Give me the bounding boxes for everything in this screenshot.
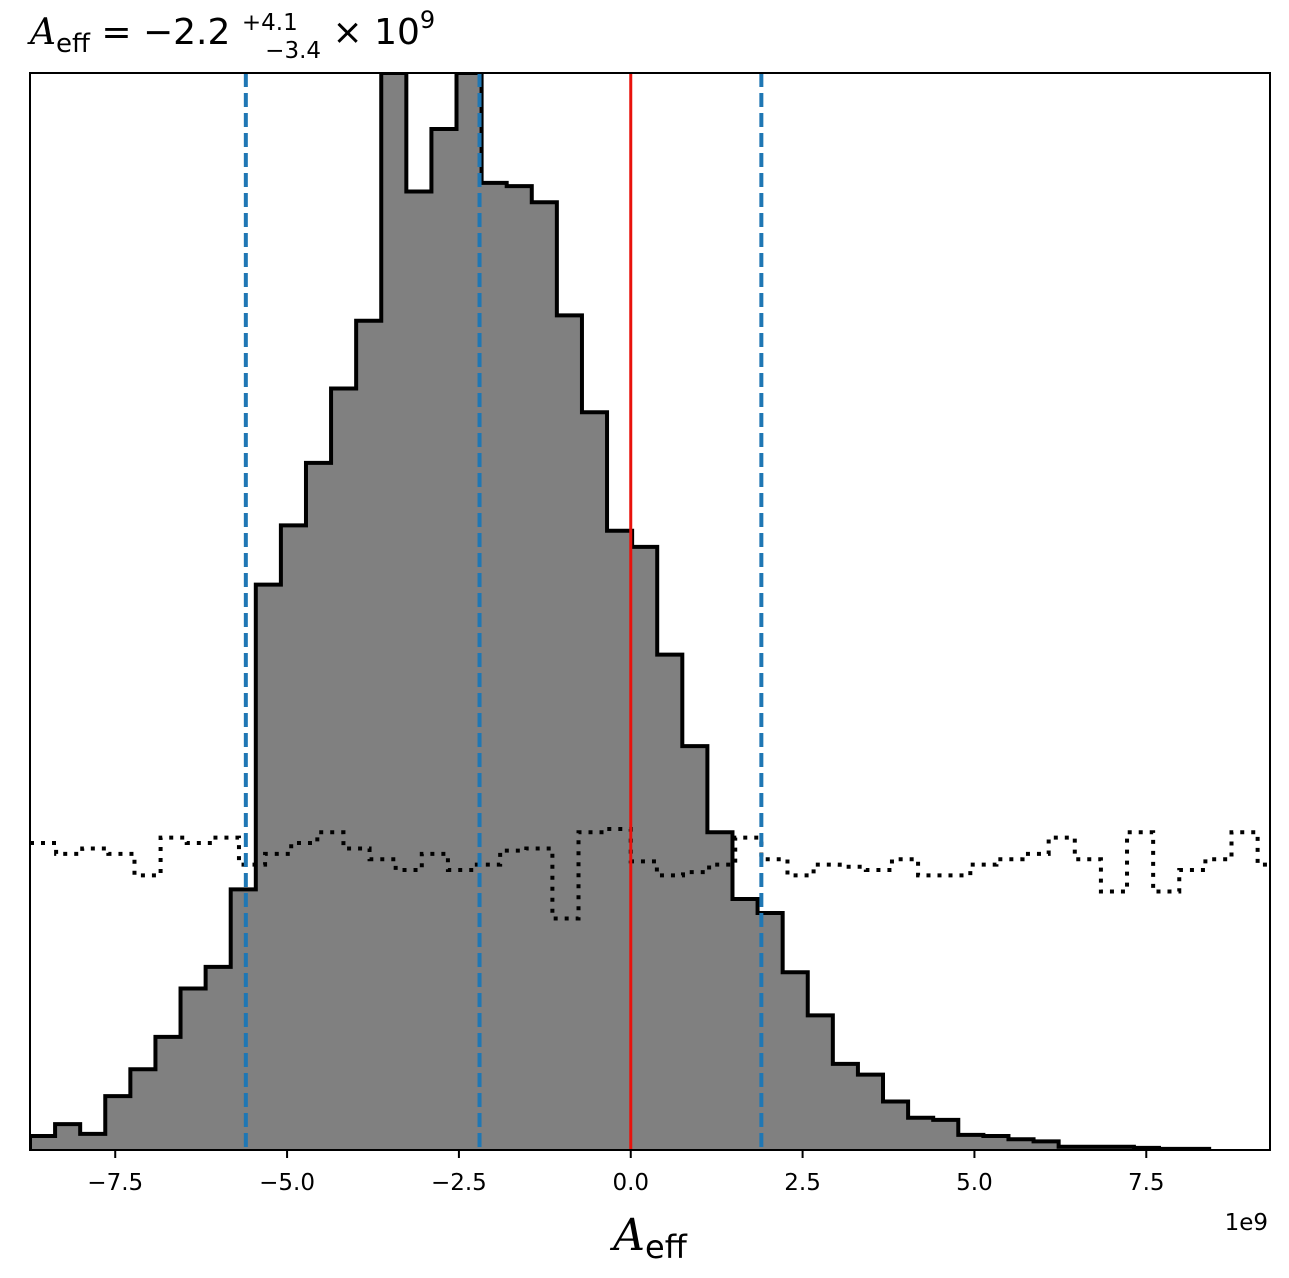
x-axis-label: Aeff	[609, 1210, 687, 1266]
posterior-bar	[205, 966, 232, 1150]
posterior-bar	[1008, 1139, 1035, 1150]
posterior-bar	[105, 1096, 131, 1150]
reference-lines	[243, 73, 764, 1150]
posterior-bar	[581, 412, 608, 1150]
title-exponent: 9	[420, 6, 435, 34]
title-equals: =	[90, 12, 143, 53]
posterior-bar	[983, 1135, 1009, 1150]
plot-area	[30, 73, 1270, 1150]
x-axis-label-sub: eff	[645, 1228, 688, 1266]
posterior-bar	[255, 584, 282, 1150]
posterior-bar	[280, 525, 307, 1150]
posterior-bar	[657, 654, 683, 1150]
posterior-bar	[431, 129, 458, 1150]
posterior-bar	[456, 73, 483, 1150]
posterior-bar	[506, 186, 533, 1150]
x-tick-label: 7.5	[1128, 1170, 1165, 1196]
posterior-bar	[331, 388, 357, 1150]
title-symbol: A	[27, 12, 56, 53]
title-minus: −3.4	[265, 38, 321, 64]
chart-title: Aeff = −2.2 +4.1 −3.4 × 109	[27, 0, 435, 67]
posterior-bar	[832, 1063, 859, 1150]
x-tick-label: 5.0	[956, 1170, 993, 1196]
posterior-bar	[155, 1036, 182, 1150]
posterior-bar	[807, 1015, 834, 1150]
posterior-bar	[531, 202, 558, 1150]
x-tick-label: −2.5	[431, 1170, 487, 1196]
posterior-bar	[607, 530, 633, 1150]
posterior-bar	[682, 746, 708, 1150]
x-tick-label: −5.0	[259, 1170, 315, 1196]
posterior-bar	[707, 832, 733, 1150]
x-tick-label: 0.0	[612, 1170, 649, 1196]
posterior-bar	[30, 1135, 56, 1150]
posterior-bar	[381, 73, 407, 1150]
posterior-bar	[356, 320, 382, 1150]
posterior-bar	[130, 1069, 156, 1150]
x-axis-ticks: −7.5 −5.0 −2.5 0.0 2.5 5.0 7.5	[87, 1150, 1165, 1196]
posterior-bar	[1033, 1141, 1060, 1150]
posterior-bar	[632, 546, 658, 1150]
x-axis-label-symbol: A	[609, 1210, 645, 1261]
posterior-bar	[857, 1074, 884, 1150]
axes-frame	[29, 72, 1271, 1151]
posterior-bar	[230, 889, 257, 1150]
title-plus: +4.1	[242, 10, 298, 36]
posterior-bar	[782, 972, 809, 1150]
title-times-power: × 10	[332, 12, 419, 53]
posterior-bar	[732, 899, 759, 1150]
posterior-bar	[958, 1134, 984, 1150]
title-median: −2.2	[143, 12, 230, 53]
x-tick-label: −7.5	[87, 1170, 143, 1196]
posterior-bar	[908, 1117, 934, 1150]
x-axis-offset-label: 1e9	[1225, 1210, 1268, 1236]
posterior-bar	[481, 182, 508, 1150]
posterior-bar	[933, 1119, 959, 1150]
posterior-bar	[55, 1124, 81, 1150]
posterior-bar	[305, 462, 332, 1150]
x-tick-label: 2.5	[784, 1170, 821, 1196]
posterior-bar	[883, 1101, 909, 1150]
posterior-bar	[406, 191, 432, 1150]
posterior-outline	[30, 73, 1212, 1150]
posterior-bar	[80, 1133, 106, 1150]
posterior-histogram	[30, 73, 1212, 1150]
posterior-bar	[556, 315, 583, 1150]
title-symbol-sub: eff	[56, 29, 91, 59]
posterior-bar	[757, 913, 784, 1150]
posterior-bar	[180, 988, 207, 1150]
